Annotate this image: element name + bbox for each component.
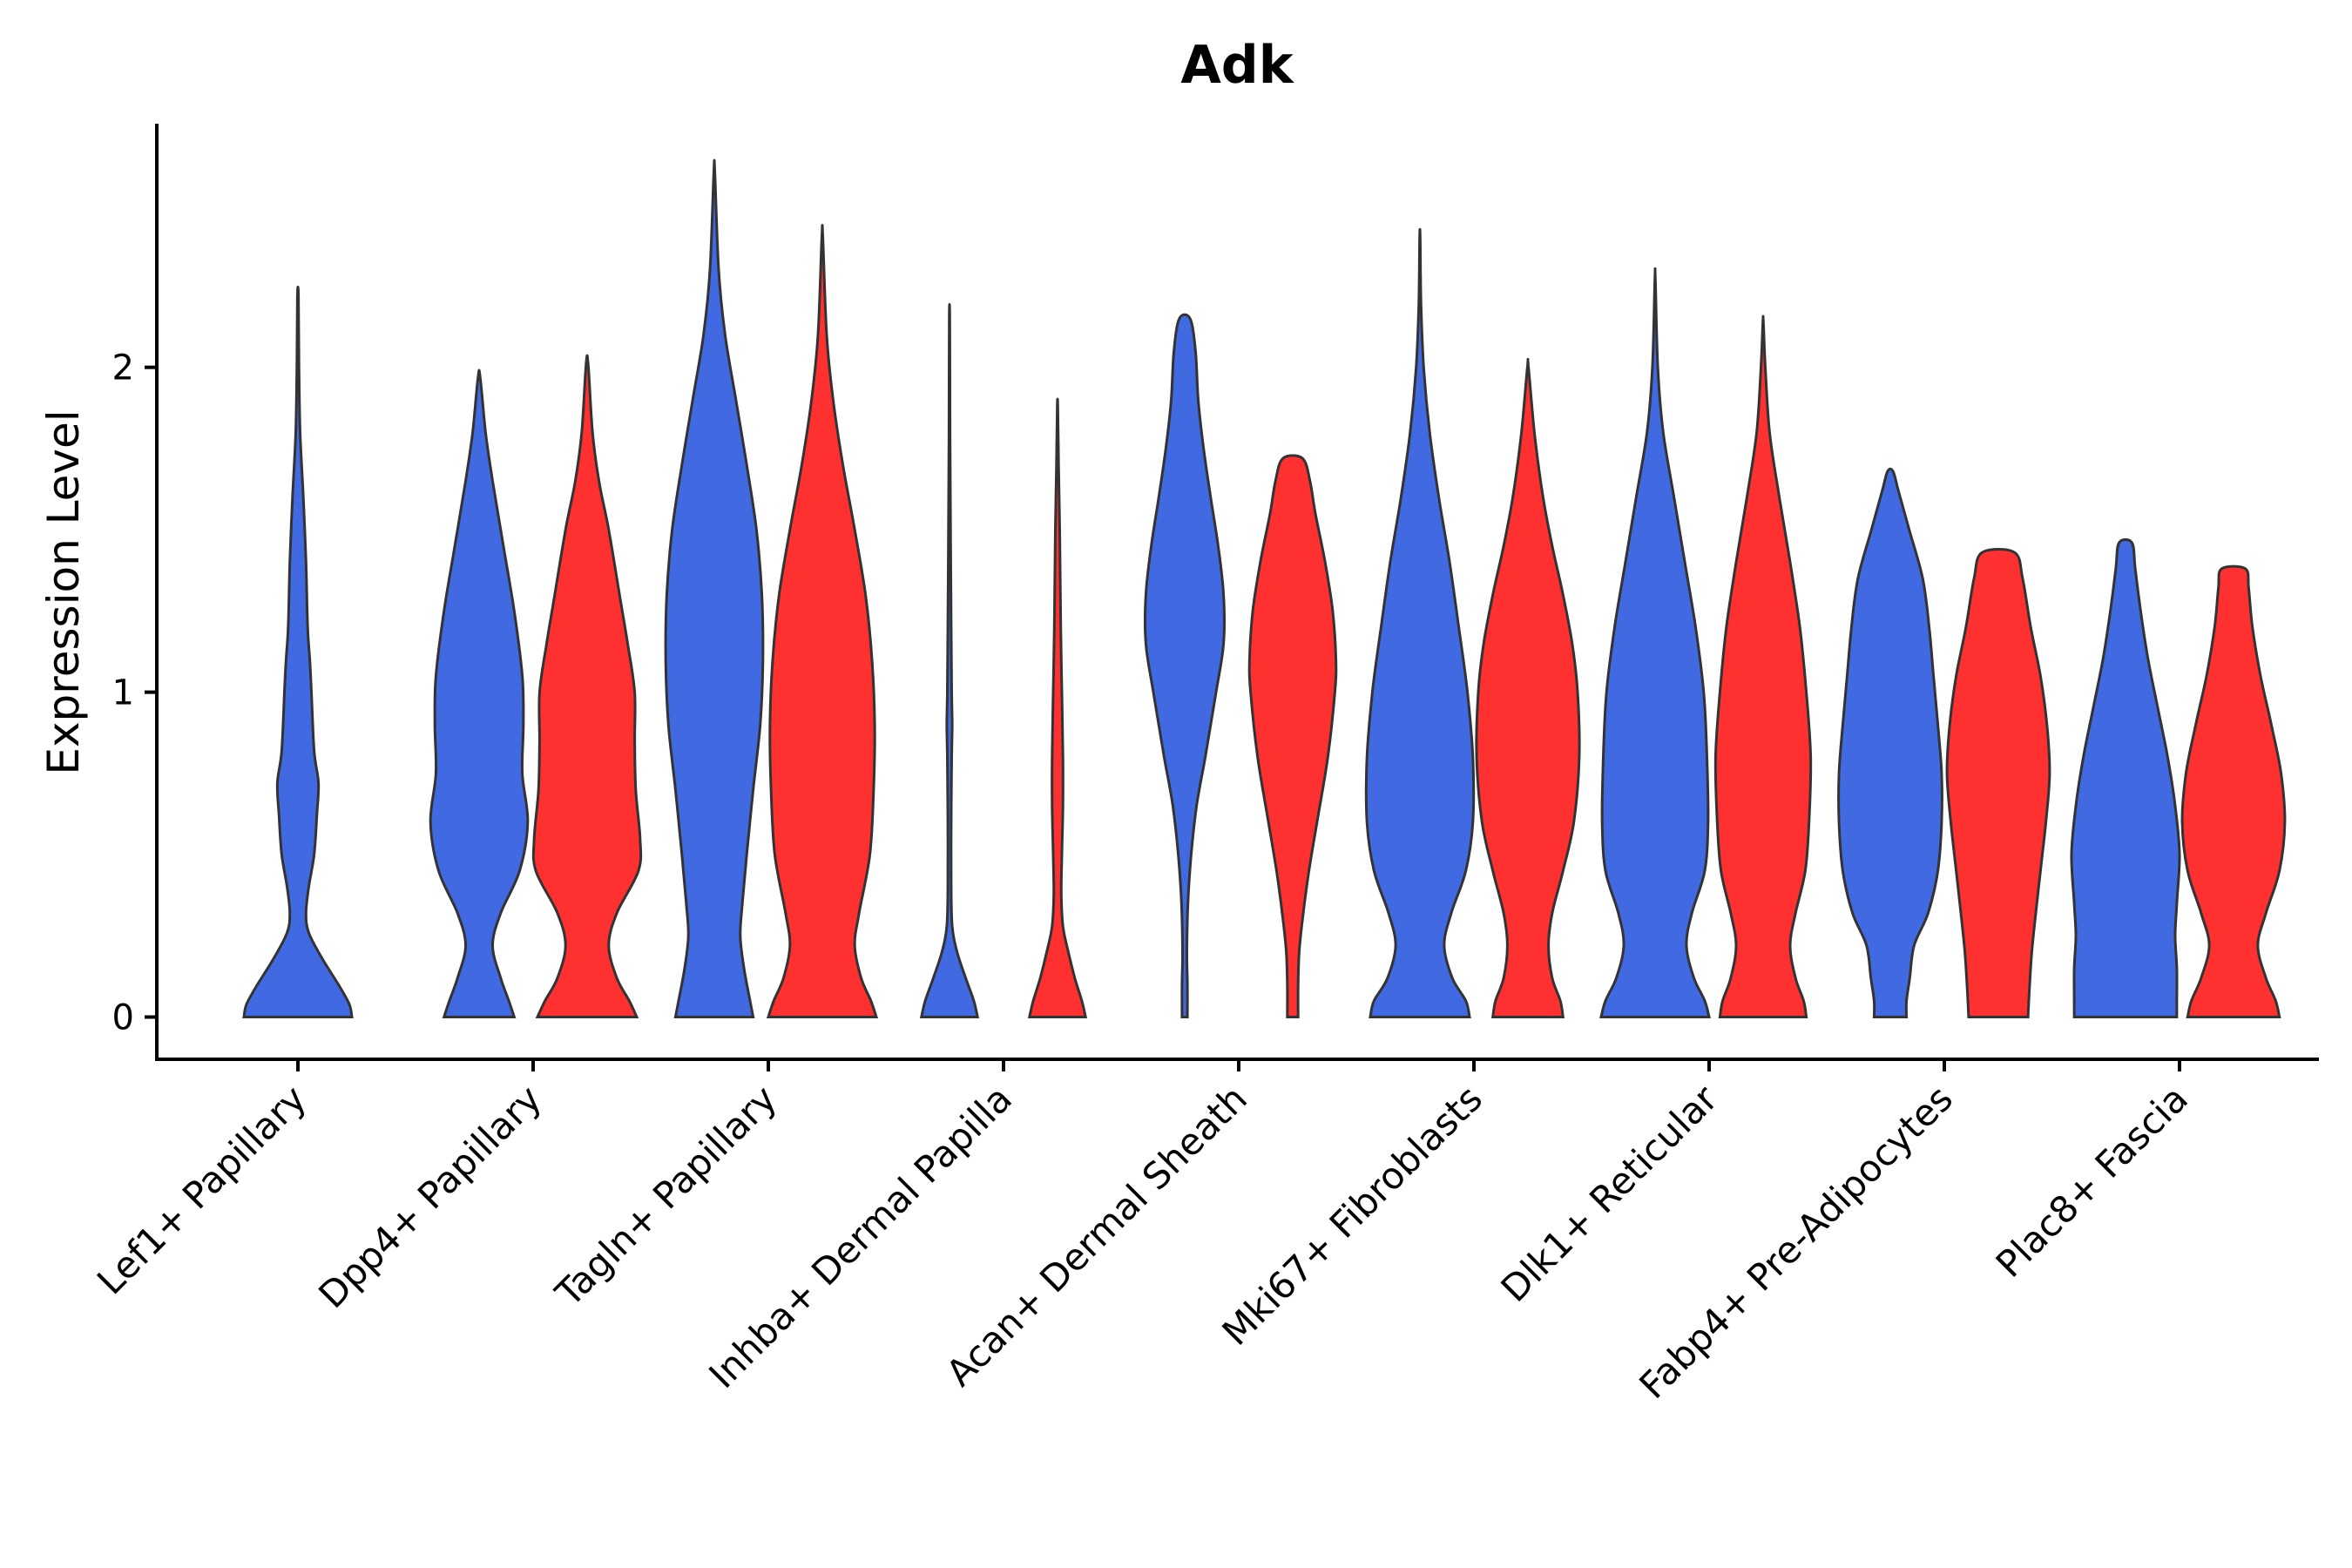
y-axis-label: Expression Level <box>38 409 89 774</box>
violin-layer <box>242 159 2287 1018</box>
y-tick-label: 0 <box>112 998 134 1038</box>
violin-6-group_b <box>1475 357 1581 1018</box>
x-tick-label: Dlk1+ Reticular <box>1493 1077 1727 1310</box>
x-tick-label: Lef1+ Papillary <box>89 1077 314 1302</box>
x-tick-label: Tagln+ Papillary <box>547 1077 785 1315</box>
violin-4-group_b <box>1027 397 1088 1018</box>
violin-5-group_a <box>1143 313 1227 1018</box>
violin-2-group_a <box>429 368 530 1018</box>
violin-8-group_b <box>1945 548 2051 1018</box>
violin-1-group_a <box>242 285 354 1018</box>
y-tick-label: 2 <box>112 348 134 389</box>
violin-4-group_a <box>919 302 980 1018</box>
violin-9-group_b <box>2180 564 2287 1018</box>
violin-2-group_b <box>531 354 643 1018</box>
violin-8-group_a <box>1837 467 1943 1018</box>
y-tick-label: 1 <box>112 673 134 713</box>
violin-9-group_a <box>2070 537 2181 1018</box>
x-tick-label: Mki67+ Fibroblasts <box>1214 1077 1490 1353</box>
x-tick-label: Dpp4+ Papillary <box>310 1077 550 1316</box>
violin-7-group_b <box>1713 314 1813 1018</box>
violin-5-group_b <box>1247 454 1338 1018</box>
violin-3-group_b <box>766 224 879 1018</box>
violin-7-group_a <box>1599 267 1711 1018</box>
y-axis-ticks: 0 1 2 <box>112 348 157 1038</box>
violin-6-group_a <box>1364 227 1476 1018</box>
x-tick-label: Plac8+ Fascia <box>1988 1077 2196 1285</box>
chart-title: Adk <box>1180 35 1294 96</box>
violin-3-group_a <box>664 159 765 1018</box>
